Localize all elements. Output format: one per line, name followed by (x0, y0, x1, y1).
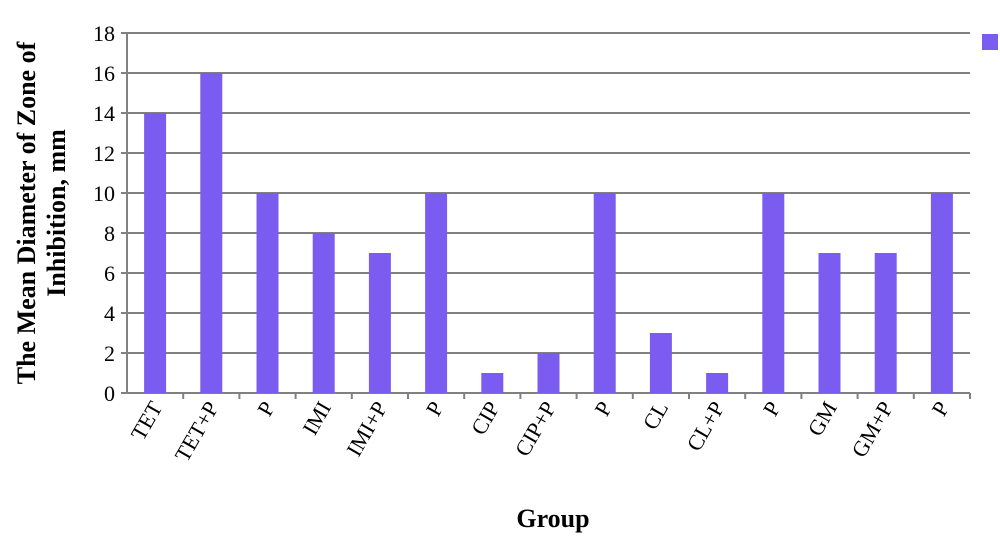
x-tick-label: CL (638, 397, 674, 434)
y-tick-label: 6 (104, 261, 115, 286)
x-tick-label: CL+P (681, 397, 729, 455)
x-tick-label: P (589, 397, 617, 420)
bar (706, 373, 729, 393)
bar (649, 333, 672, 393)
x-tick-label: P (421, 397, 449, 420)
y-axis-title-line: The Mean Diameter of Zone of (12, 41, 41, 384)
y-tick-label: 0 (104, 381, 115, 406)
bar (874, 253, 897, 393)
x-tick-label: TET (126, 397, 168, 445)
x-tick-label: IMI (297, 397, 336, 439)
x-axis-title: Group (516, 504, 589, 533)
y-tick-label: 8 (104, 221, 115, 246)
legend-swatch (982, 34, 998, 50)
y-tick-label: 14 (93, 101, 115, 126)
x-tick-label: P (758, 397, 786, 420)
bar (368, 253, 391, 393)
bar (481, 373, 504, 393)
bar (144, 113, 167, 393)
x-tick-label: P (926, 397, 954, 420)
bar (200, 73, 223, 393)
bar (312, 233, 335, 393)
y-tick-label: 2 (104, 341, 115, 366)
x-tick-label: CIP+P (510, 397, 561, 461)
bar (256, 193, 279, 393)
y-tick-label: 16 (93, 61, 115, 86)
y-axis-title: The Mean Diameter of Zone of Inhibition,… (12, 41, 71, 384)
x-tick-label: TET+P (169, 397, 223, 466)
bar (593, 193, 616, 393)
y-tick-label: 10 (93, 181, 115, 206)
bar (818, 253, 841, 393)
bar (537, 353, 560, 393)
bar (930, 193, 953, 393)
x-tick-label: P (252, 397, 280, 420)
x-tick-label: CIP (466, 397, 505, 439)
y-tick-label: 4 (104, 301, 115, 326)
x-tick-label: IMI+P (341, 397, 392, 460)
x-tick-label: GM (802, 397, 841, 440)
y-tick-label: 12 (93, 141, 115, 166)
x-tick-label: GM+P (846, 397, 898, 462)
bar (425, 193, 448, 393)
y-axis-title-line: Inhibition, mm (42, 129, 71, 297)
y-tick-label: 18 (93, 21, 115, 46)
bar (762, 193, 785, 393)
